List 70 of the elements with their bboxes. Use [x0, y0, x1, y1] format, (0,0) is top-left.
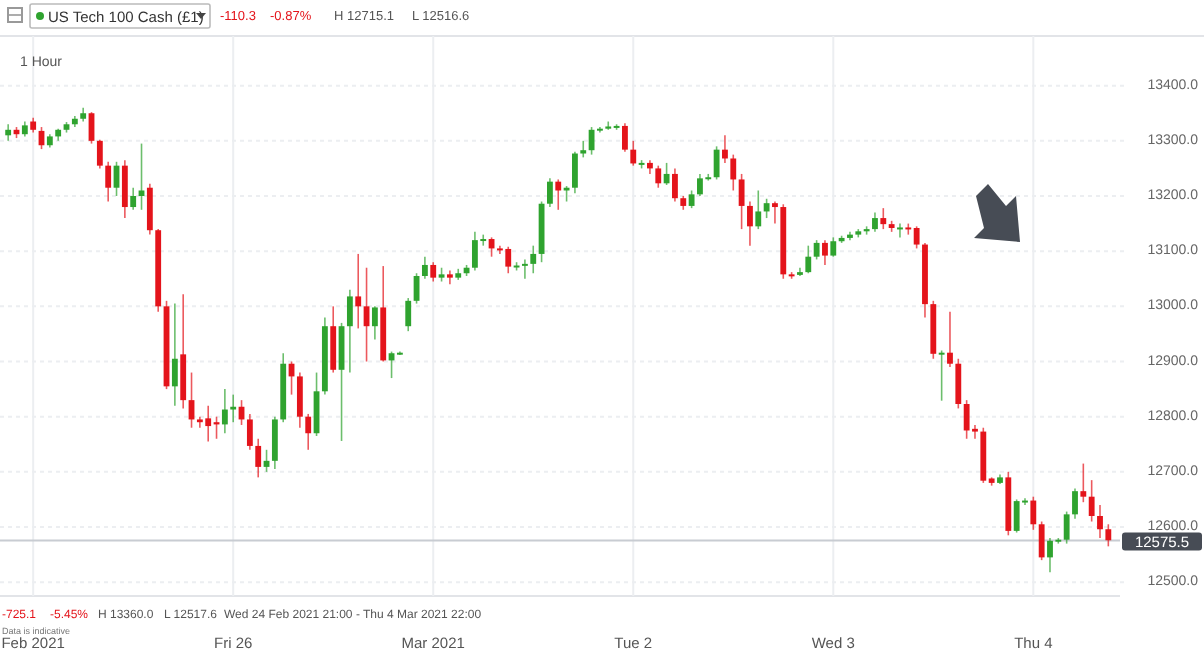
candlestick [805, 244, 812, 275]
candlestick [722, 134, 728, 164]
candlestick [430, 261, 437, 283]
candlestick [421, 255, 428, 280]
candlestick [713, 145, 720, 181]
candlestick [521, 258, 528, 280]
candlestick [588, 126, 595, 156]
candlestick [1047, 537, 1053, 574]
candlestick [505, 245, 512, 275]
candlestick [230, 393, 237, 424]
candlestick [171, 302, 178, 407]
candlestick [355, 253, 362, 330]
candlestick [346, 288, 353, 374]
candlestick [663, 162, 670, 186]
candlestick [622, 122, 628, 153]
candlestick [772, 200, 778, 225]
candlestick [813, 239, 820, 261]
candlestick [580, 140, 587, 159]
candlestick [938, 349, 945, 402]
candlestick [655, 164, 662, 189]
candlestick [872, 211, 878, 233]
candlestick [1013, 498, 1020, 534]
candlestick [105, 160, 112, 203]
candlestick [730, 153, 737, 192]
candlestick [880, 207, 887, 230]
candlestick [446, 269, 453, 286]
candlestick [738, 173, 745, 230]
candlestick [296, 371, 303, 429]
candlestick [672, 167, 678, 203]
candlestick [405, 297, 412, 332]
candlestick [330, 305, 337, 374]
candlestick [1063, 510, 1070, 545]
candlestick [138, 142, 145, 211]
candlestick [205, 404, 212, 443]
candlestick [1038, 520, 1045, 561]
candlestick [630, 140, 637, 167]
candlestick [121, 159, 128, 219]
candlestick [255, 437, 262, 479]
candlestick [5, 123, 12, 142]
candlestick [221, 388, 228, 435]
candlestick [697, 173, 703, 197]
candlestick [246, 413, 253, 451]
candlestick [1097, 504, 1103, 539]
candlestick [763, 197, 770, 219]
candlestick [271, 415, 278, 470]
candlestick [897, 222, 903, 239]
candlestick [572, 151, 578, 195]
candlestick [530, 244, 537, 275]
candlestick [96, 138, 103, 170]
candlestick [555, 178, 562, 211]
candlestick [830, 236, 837, 258]
candlestick [963, 399, 970, 440]
candlestick [955, 357, 962, 410]
candlestick [747, 200, 753, 247]
candlestick [130, 186, 137, 211]
candlestick [1030, 495, 1037, 531]
candlestick [547, 177, 553, 208]
candlestick [1088, 479, 1095, 523]
candlestick [1105, 523, 1112, 548]
candlestick [371, 305, 378, 341]
candlestick [822, 239, 828, 266]
candlestick [305, 413, 312, 451]
candlestick [146, 183, 153, 236]
candlestick [1080, 462, 1087, 504]
candlestick [755, 189, 762, 230]
candlestick [471, 231, 478, 272]
candlestick [1072, 487, 1078, 520]
candlestick [947, 311, 953, 368]
candlestick [180, 293, 187, 410]
candlestick [913, 225, 920, 250]
